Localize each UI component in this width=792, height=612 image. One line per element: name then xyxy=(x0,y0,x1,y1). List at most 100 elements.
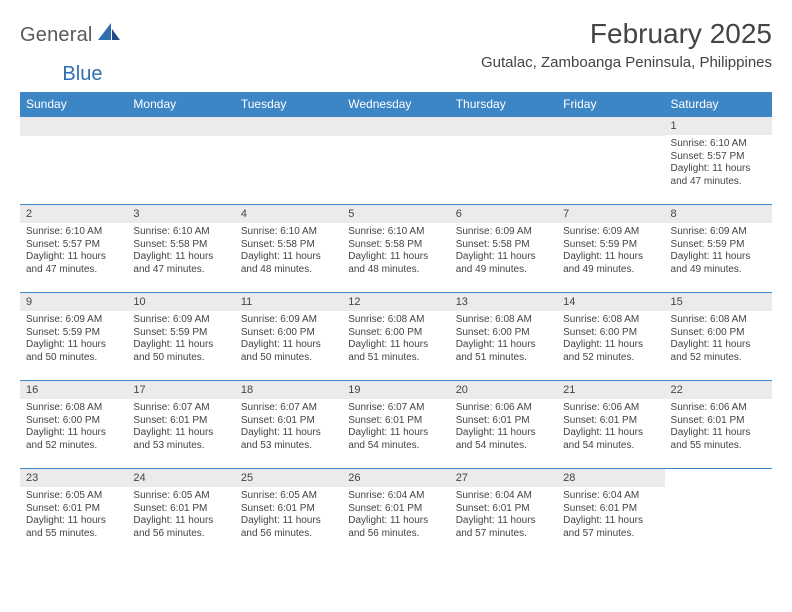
day-number: 2 xyxy=(20,205,127,223)
day-cell: 20Sunrise: 6:06 AMSunset: 6:01 PMDayligh… xyxy=(450,381,557,469)
day-body: Sunrise: 6:08 AMSunset: 6:00 PMDaylight:… xyxy=(342,311,449,368)
day-sunset: Sunset: 5:58 PM xyxy=(241,239,336,252)
day-cell: 5Sunrise: 6:10 AMSunset: 5:58 PMDaylight… xyxy=(342,205,449,293)
day-dl1: Daylight: 11 hours xyxy=(563,339,658,352)
day-sunrise: Sunrise: 6:10 AM xyxy=(133,226,228,239)
calendar-table: Sunday Monday Tuesday Wednesday Thursday… xyxy=(20,92,772,557)
day-dl1: Daylight: 11 hours xyxy=(348,339,443,352)
day-dl1: Daylight: 11 hours xyxy=(671,427,766,440)
week-row: 9Sunrise: 6:09 AMSunset: 5:59 PMDaylight… xyxy=(20,293,772,381)
day-cell: 25Sunrise: 6:05 AMSunset: 6:01 PMDayligh… xyxy=(235,469,342,557)
day-dl1: Daylight: 11 hours xyxy=(133,339,228,352)
day-dl1: Daylight: 11 hours xyxy=(26,251,121,264)
day-number: 12 xyxy=(342,293,449,311)
day-body: Sunrise: 6:10 AMSunset: 5:58 PMDaylight:… xyxy=(235,223,342,280)
day-cell: 28Sunrise: 6:04 AMSunset: 6:01 PMDayligh… xyxy=(557,469,664,557)
day-body: Sunrise: 6:07 AMSunset: 6:01 PMDaylight:… xyxy=(127,399,234,456)
day-sunset: Sunset: 5:58 PM xyxy=(348,239,443,252)
day-number: 14 xyxy=(557,293,664,311)
day-number: 9 xyxy=(20,293,127,311)
day-cell: 17Sunrise: 6:07 AMSunset: 6:01 PMDayligh… xyxy=(127,381,234,469)
weekday-wednesday: Wednesday xyxy=(342,92,449,117)
day-cell: 22Sunrise: 6:06 AMSunset: 6:01 PMDayligh… xyxy=(665,381,772,469)
day-dl2: and 49 minutes. xyxy=(456,264,551,277)
day-body: Sunrise: 6:06 AMSunset: 6:01 PMDaylight:… xyxy=(450,399,557,456)
day-cell xyxy=(450,117,557,205)
weekday-tuesday: Tuesday xyxy=(235,92,342,117)
day-cell: 4Sunrise: 6:10 AMSunset: 5:58 PMDaylight… xyxy=(235,205,342,293)
day-sunrise: Sunrise: 6:10 AM xyxy=(241,226,336,239)
day-sunset: Sunset: 5:59 PM xyxy=(26,327,121,340)
day-cell: 19Sunrise: 6:07 AMSunset: 6:01 PMDayligh… xyxy=(342,381,449,469)
day-body: Sunrise: 6:07 AMSunset: 6:01 PMDaylight:… xyxy=(235,399,342,456)
day-number: 6 xyxy=(450,205,557,223)
brand-blue: Blue xyxy=(62,63,102,86)
day-sunrise: Sunrise: 6:04 AM xyxy=(563,490,658,503)
day-number: 17 xyxy=(127,381,234,399)
day-sunset: Sunset: 6:01 PM xyxy=(241,415,336,428)
day-cell: 13Sunrise: 6:08 AMSunset: 6:00 PMDayligh… xyxy=(450,293,557,381)
day-dl1: Daylight: 11 hours xyxy=(456,251,551,264)
day-sunrise: Sunrise: 6:04 AM xyxy=(456,490,551,503)
weekday-thursday: Thursday xyxy=(450,92,557,117)
day-dl1: Daylight: 11 hours xyxy=(133,251,228,264)
day-cell: 15Sunrise: 6:08 AMSunset: 6:00 PMDayligh… xyxy=(665,293,772,381)
day-body: Sunrise: 6:09 AMSunset: 5:59 PMDaylight:… xyxy=(665,223,772,280)
day-cell xyxy=(665,469,772,557)
day-sunrise: Sunrise: 6:09 AM xyxy=(456,226,551,239)
day-sunrise: Sunrise: 6:08 AM xyxy=(456,314,551,327)
day-dl2: and 56 minutes. xyxy=(133,528,228,541)
brand-sail-icon xyxy=(98,23,120,46)
day-dl1: Daylight: 11 hours xyxy=(241,515,336,528)
day-body: Sunrise: 6:09 AMSunset: 5:59 PMDaylight:… xyxy=(20,311,127,368)
day-sunrise: Sunrise: 6:10 AM xyxy=(671,138,766,151)
day-number: 4 xyxy=(235,205,342,223)
day-dl1: Daylight: 11 hours xyxy=(563,427,658,440)
day-number: 21 xyxy=(557,381,664,399)
day-body: Sunrise: 6:10 AMSunset: 5:58 PMDaylight:… xyxy=(342,223,449,280)
day-dl2: and 53 minutes. xyxy=(133,440,228,453)
day-sunset: Sunset: 5:59 PM xyxy=(133,327,228,340)
day-sunrise: Sunrise: 6:08 AM xyxy=(563,314,658,327)
day-sunrise: Sunrise: 6:09 AM xyxy=(671,226,766,239)
day-dl2: and 47 minutes. xyxy=(133,264,228,277)
day-number: 13 xyxy=(450,293,557,311)
day-cell: 12Sunrise: 6:08 AMSunset: 6:00 PMDayligh… xyxy=(342,293,449,381)
day-number: 24 xyxy=(127,469,234,487)
day-dl2: and 48 minutes. xyxy=(348,264,443,277)
location-subtitle: Gutalac, Zamboanga Peninsula, Philippine… xyxy=(481,54,772,71)
day-cell: 27Sunrise: 6:04 AMSunset: 6:01 PMDayligh… xyxy=(450,469,557,557)
day-body: Sunrise: 6:10 AMSunset: 5:58 PMDaylight:… xyxy=(127,223,234,280)
day-dl1: Daylight: 11 hours xyxy=(133,515,228,528)
week-row: 1Sunrise: 6:10 AMSunset: 5:57 PMDaylight… xyxy=(20,117,772,205)
day-dl2: and 52 minutes. xyxy=(671,352,766,365)
day-number: 28 xyxy=(557,469,664,487)
day-sunset: Sunset: 5:58 PM xyxy=(456,239,551,252)
day-number: 5 xyxy=(342,205,449,223)
weekday-sunday: Sunday xyxy=(20,92,127,117)
day-sunset: Sunset: 6:01 PM xyxy=(563,503,658,516)
day-dl2: and 54 minutes. xyxy=(563,440,658,453)
day-dl1: Daylight: 11 hours xyxy=(241,339,336,352)
brand-general: General xyxy=(20,24,93,47)
day-sunset: Sunset: 6:01 PM xyxy=(348,503,443,516)
day-dl2: and 48 minutes. xyxy=(241,264,336,277)
day-sunrise: Sunrise: 6:09 AM xyxy=(26,314,121,327)
day-sunrise: Sunrise: 6:07 AM xyxy=(241,402,336,415)
day-dl2: and 51 minutes. xyxy=(348,352,443,365)
day-sunrise: Sunrise: 6:09 AM xyxy=(133,314,228,327)
day-sunset: Sunset: 6:01 PM xyxy=(26,503,121,516)
day-sunset: Sunset: 5:59 PM xyxy=(671,239,766,252)
day-sunset: Sunset: 6:01 PM xyxy=(563,415,658,428)
day-sunset: Sunset: 6:00 PM xyxy=(563,327,658,340)
day-sunset: Sunset: 6:00 PM xyxy=(671,327,766,340)
day-number: 3 xyxy=(127,205,234,223)
day-sunset: Sunset: 6:00 PM xyxy=(241,327,336,340)
day-cell: 16Sunrise: 6:08 AMSunset: 6:00 PMDayligh… xyxy=(20,381,127,469)
day-sunrise: Sunrise: 6:08 AM xyxy=(348,314,443,327)
day-cell: 8Sunrise: 6:09 AMSunset: 5:59 PMDaylight… xyxy=(665,205,772,293)
day-sunrise: Sunrise: 6:09 AM xyxy=(563,226,658,239)
day-number: 27 xyxy=(450,469,557,487)
day-sunrise: Sunrise: 6:07 AM xyxy=(348,402,443,415)
daynum-empty xyxy=(557,117,664,136)
